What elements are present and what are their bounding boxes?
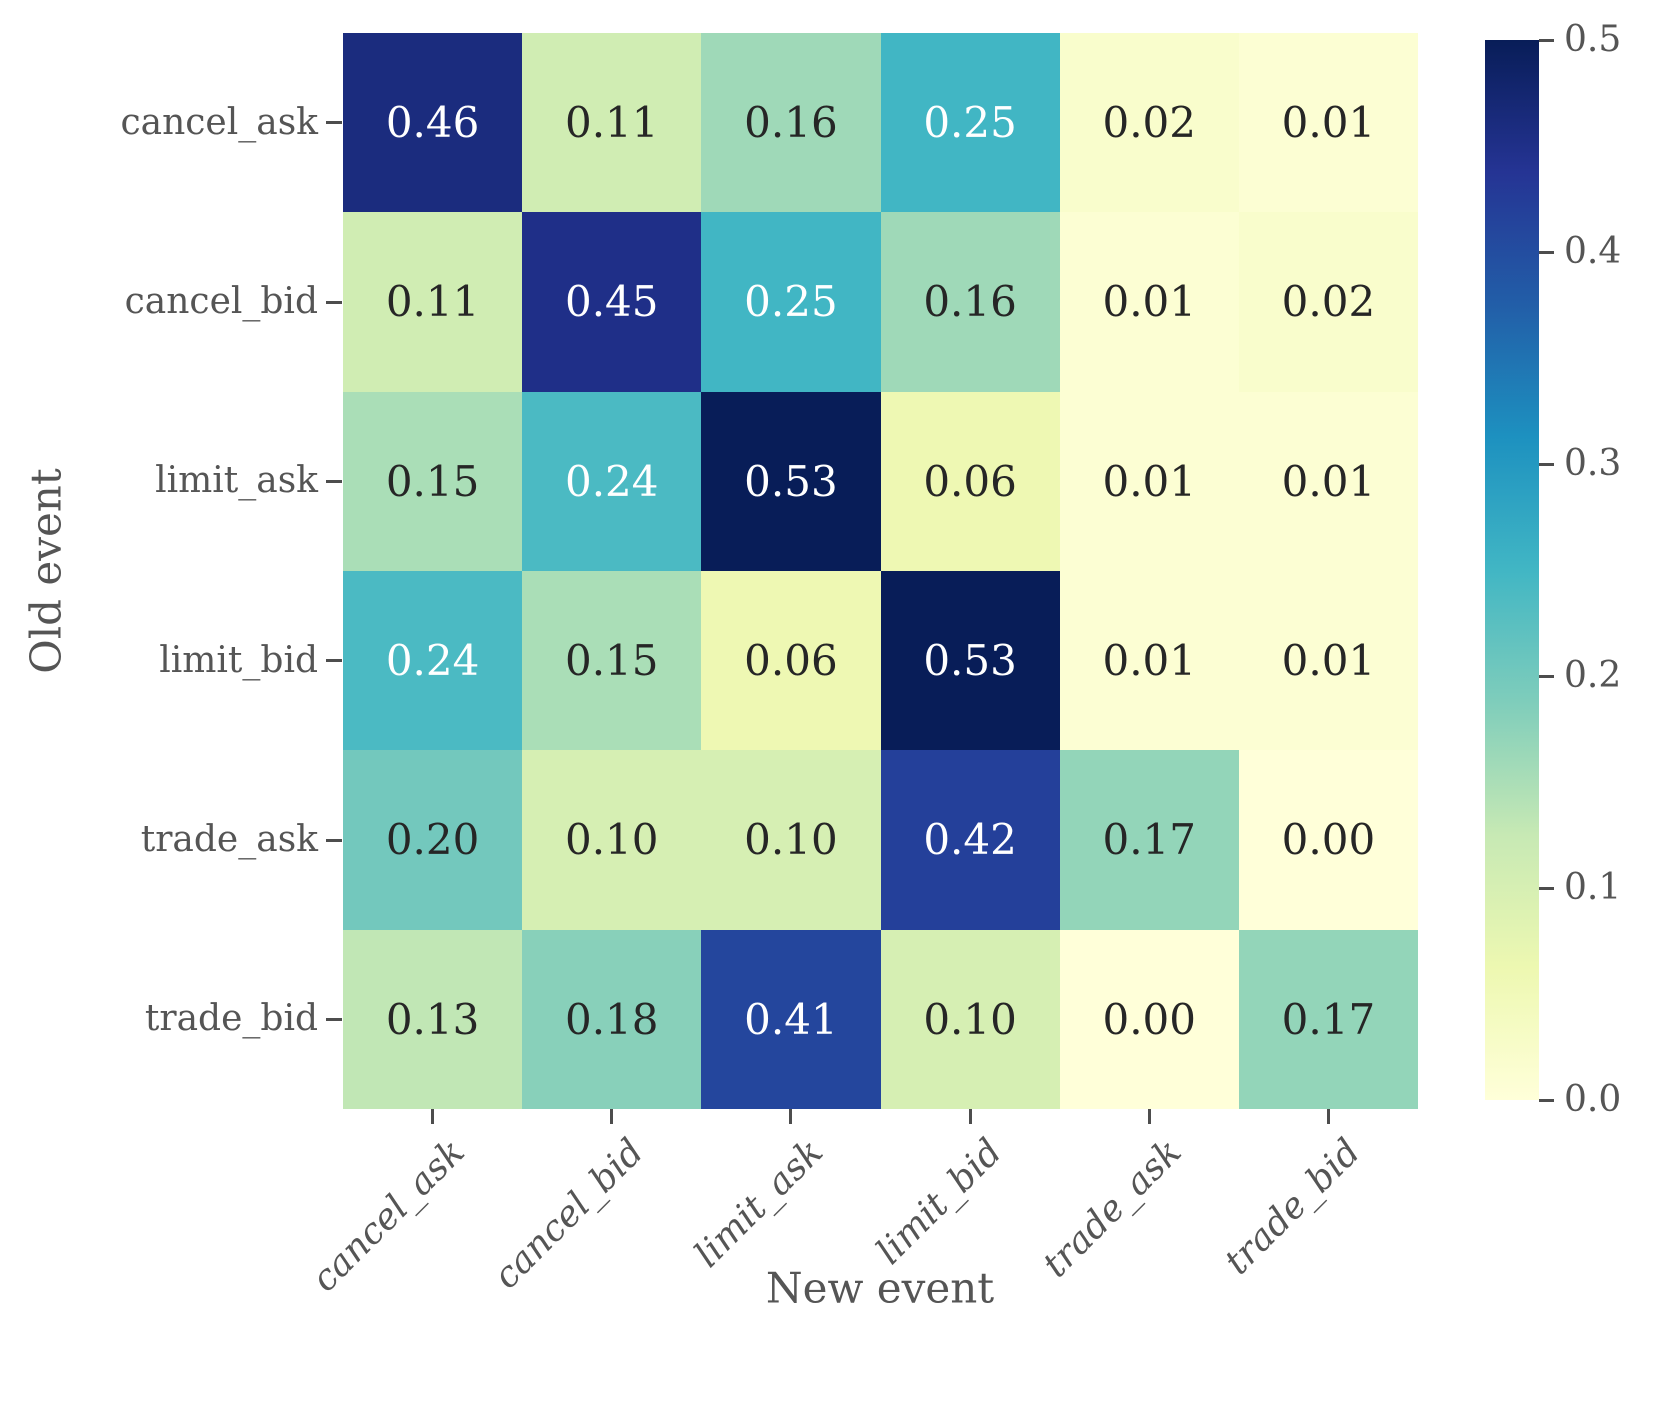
colorbar-tick-label: 0.3	[1564, 443, 1622, 484]
heatmap-cell: 0.10	[522, 750, 702, 930]
heatmap-cell: 0.41	[701, 929, 881, 1109]
colorbar-tick-mark	[1539, 1098, 1554, 1102]
colorbar-tick-mark	[1539, 250, 1554, 254]
colorbar-tick-mark	[1539, 462, 1554, 466]
heatmap-cell: 0.01	[1059, 212, 1239, 392]
x-tick-mark	[431, 1109, 435, 1124]
heatmap-cell: 0.01	[1238, 570, 1418, 751]
heatmap-cell: 0.25	[880, 33, 1060, 213]
x-tick-label: limit_bid	[869, 1131, 1011, 1273]
x-tick-mark	[968, 1109, 972, 1124]
heatmap-cell: 0.01	[1238, 391, 1418, 571]
x-tick-label: trade_bid	[1217, 1131, 1369, 1283]
y-tick-mark	[326, 838, 342, 842]
heatmap-cell: 0.45	[522, 212, 702, 392]
y-tick-label: limit_bid	[159, 639, 318, 681]
heatmap-cell: 0.00	[1059, 929, 1239, 1109]
heatmap-cell: 0.46	[343, 33, 523, 213]
heatmap-cell: 0.06	[880, 391, 1060, 571]
colorbar-tick-label: 0.4	[1564, 231, 1622, 272]
heatmap-cell: 0.11	[522, 33, 702, 213]
y-tick-mark	[326, 300, 342, 304]
heatmap-cell: 0.18	[522, 929, 702, 1109]
colorbar-tick-mark	[1539, 886, 1554, 890]
y-tick-mark	[326, 659, 342, 663]
y-tick-label: trade_bid	[144, 998, 318, 1040]
heatmap-cell: 0.11	[343, 212, 523, 392]
y-tick-mark	[326, 479, 342, 483]
y-tick-label: cancel_ask	[120, 101, 318, 143]
x-axis-title: New event	[765, 1263, 995, 1313]
heatmap-cell: 0.16	[701, 33, 881, 213]
heatmap-cell: 0.02	[1059, 33, 1239, 213]
heatmap-cell: 0.53	[701, 391, 881, 571]
heatmap-cell: 0.02	[1238, 212, 1418, 392]
heatmap-cell: 0.25	[701, 212, 881, 392]
heatmap-cell: 0.01	[1059, 570, 1239, 751]
colorbar-tick-mark	[1539, 674, 1554, 678]
heatmap-cell: 0.42	[880, 750, 1060, 930]
heatmap-cell: 0.15	[343, 391, 523, 571]
heatmap-cell: 0.01	[1059, 391, 1239, 571]
x-tick-label: cancel_ask	[304, 1131, 473, 1300]
y-axis-title: Old event	[21, 468, 71, 674]
heatmap-cell: 0.01	[1238, 33, 1418, 213]
x-tick-label: limit_ask	[687, 1131, 832, 1276]
heatmap-cell: 0.00	[1238, 750, 1418, 930]
x-tick-mark	[1147, 1109, 1151, 1124]
y-tick-label: cancel_bid	[124, 281, 318, 322]
colorbar-tick-label: 0.0	[1564, 1079, 1622, 1120]
heatmap-cell: 0.17	[1059, 750, 1239, 930]
colorbar	[1485, 40, 1539, 1100]
heatmap-cell: 0.53	[880, 570, 1060, 751]
heatmap-cell: 0.06	[701, 570, 881, 751]
heatmap-cell: 0.24	[522, 391, 702, 571]
x-tick-mark	[789, 1109, 793, 1124]
heatmap-cell: 0.10	[880, 929, 1060, 1109]
heatmap-grid: 0.46 0.11 0.16 0.25 0.02 0.01 0.11 0.45 0.25 0.16…	[343, 33, 1418, 1109]
x-tick-label: trade_ask	[1035, 1131, 1190, 1286]
x-tick-mark	[610, 1109, 614, 1124]
colorbar-tick-label: 0.1	[1564, 867, 1622, 908]
heatmap-cell: 0.15	[522, 570, 702, 751]
x-tick-label: cancel_bid	[486, 1131, 653, 1298]
colorbar-tick-mark	[1539, 38, 1554, 42]
colorbar-tick-label: 0.2	[1564, 655, 1622, 696]
x-tick-mark	[1326, 1109, 1330, 1124]
heatmap-cell: 0.17	[1238, 929, 1418, 1109]
y-tick-mark	[326, 121, 342, 125]
heatmap-cell: 0.24	[343, 570, 523, 751]
heatmap-cell: 0.13	[343, 929, 523, 1109]
heatmap-cell: 0.10	[701, 750, 881, 930]
y-tick-label: limit_ask	[155, 460, 318, 502]
y-tick-mark	[326, 1017, 342, 1021]
y-tick-label: trade_ask	[140, 819, 318, 860]
colorbar-tick-label: 0.5	[1564, 19, 1622, 60]
heatmap-cell: 0.20	[343, 750, 523, 930]
heatmap-cell: 0.16	[880, 212, 1060, 392]
